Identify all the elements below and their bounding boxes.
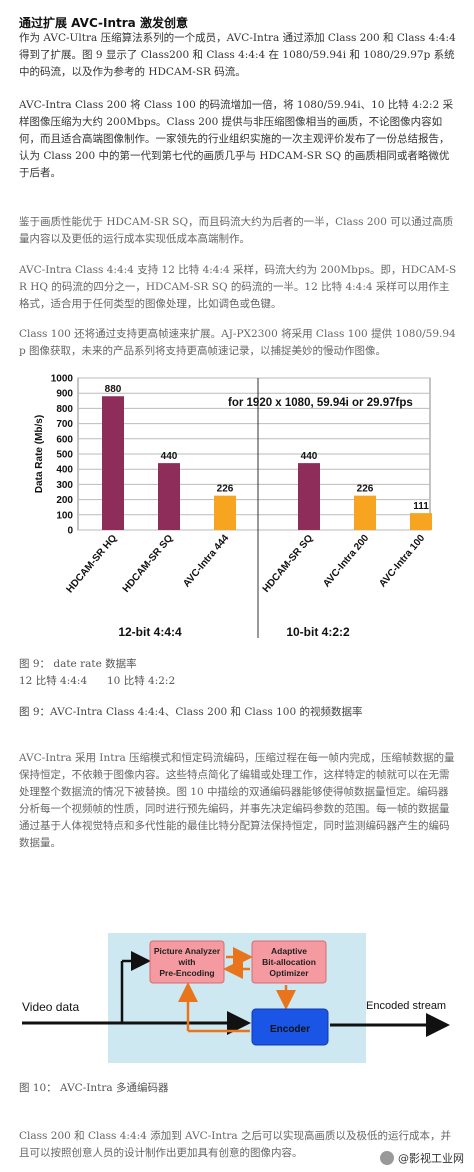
category-label: HDCAM-SR SQ — [121, 533, 176, 595]
paragraph-class444: AVC-Intra Class 4:4:4 支持 12 比特 4:4:4 采样，… — [19, 264, 457, 310]
bar-value-label: 226 — [217, 484, 234, 495]
bar — [102, 396, 124, 530]
paragraph-intra-encoding: AVC-Intra 采用 Intra 压缩模式和恒定码流编码，压缩过程在每一帧内… — [19, 752, 455, 849]
fig9-title: 图 9：AVC-Intra Class 4:4:4、Class 200 和 Cl… — [19, 706, 363, 718]
y-tick-label: 800 — [56, 404, 73, 415]
fig9-caption-line1: 图 9： date rate 数据率 — [19, 658, 137, 670]
fig9-caption-444: 12 比特 4:4:4 — [19, 675, 88, 687]
diagram-box-text: Adaptive — [271, 946, 307, 956]
diagram-box-text: Optimizer — [269, 968, 309, 978]
category-label: HDCAM-SR SQ — [261, 533, 316, 595]
fig10-caption: 图 10： AVC-Intra 多通编码器 — [19, 1082, 169, 1094]
y-tick-label: 1000 — [51, 374, 74, 385]
encoder-label: Encoder — [270, 1024, 310, 1035]
video-data-label: Video data — [22, 1000, 79, 1014]
category-label: AVC-Intra 100 — [377, 533, 427, 590]
watermark-logo-icon — [380, 1151, 394, 1165]
y-tick-label: 200 — [56, 495, 73, 506]
bar-value-label: 440 — [161, 451, 178, 462]
bar-value-label: 111 — [413, 501, 429, 512]
encoder-diagram: Video data Encoded stream Encoder Pictur… — [22, 933, 450, 1063]
article-heading: 通过扩展 AVC-Intra 激发创意 — [19, 16, 188, 30]
diagram-box-text: with — [178, 957, 196, 967]
data-rate-chart: 0 100 200 300 400 500 600 700 800 900 1000 Data Rat… — [34, 374, 432, 639]
watermark: @影视工业网 — [380, 1150, 464, 1166]
diagram-box-text: Picture Analyzer — [154, 946, 221, 956]
bar — [298, 463, 320, 530]
category-label: HDCAM-SR HQ — [64, 533, 119, 596]
y-tick-label: 600 — [56, 434, 73, 445]
category-label: AVC-Intra 444 — [181, 533, 231, 590]
encoder-box — [251, 1008, 329, 1046]
paragraph-quality: 鉴于画质性能优于 HDCAM-SR SQ，而且码流大约为后者的一半，Class … — [19, 216, 454, 245]
y-tick-label: 500 — [56, 450, 73, 461]
y-tick-label: 0 — [67, 526, 73, 537]
bar — [354, 495, 376, 530]
bar-value-label: 440 — [301, 451, 318, 462]
fig9-caption-422: 10 比特 4:2:2 — [107, 675, 176, 687]
bar — [214, 495, 236, 530]
chart-annotation: for 1920 x 1080, 59.94i or 29.97fps — [228, 397, 413, 409]
y-axis-label: Data Rate (Mb/s) — [34, 415, 45, 493]
bar — [158, 463, 180, 530]
paragraph-intro: 作为 AVC-Ultra 压缩算法系列的一个成员，AVC-Intra 通过添加 … — [19, 32, 456, 78]
paragraph-conclusion: Class 200 和 Class 4:4:4 添加到 AVC-Intra 之后… — [19, 1130, 452, 1159]
diagram-box-text: Bit-allocation — [262, 957, 316, 967]
diagram-box-text: Pre-Encoding — [159, 968, 214, 978]
y-tick-label: 300 — [56, 480, 73, 491]
group-label: 12-bit 4:4:4 — [118, 625, 182, 639]
category-label: AVC-Intra 200 — [321, 533, 371, 590]
paragraph-class100: Class 100 还将通过支持更高帧速来扩展。AJ-PX2300 将采用 Cl… — [19, 328, 456, 357]
bar-value-label: 226 — [357, 484, 374, 495]
group-label: 10-bit 4:2:2 — [286, 625, 350, 639]
watermark-text: @影视工业网 — [398, 1152, 464, 1165]
y-tick-label: 700 — [56, 419, 73, 430]
encoded-stream-label: Encoded stream — [366, 1000, 446, 1012]
y-tick-label: 400 — [56, 465, 73, 476]
paragraph-class200: AVC-Intra Class 200 将 Class 100 的码流增加一倍，… — [19, 99, 454, 179]
bar-value-label: 880 — [105, 384, 122, 395]
y-tick-label: 900 — [56, 389, 73, 400]
bar — [410, 513, 432, 530]
y-tick-label: 100 — [56, 510, 73, 521]
